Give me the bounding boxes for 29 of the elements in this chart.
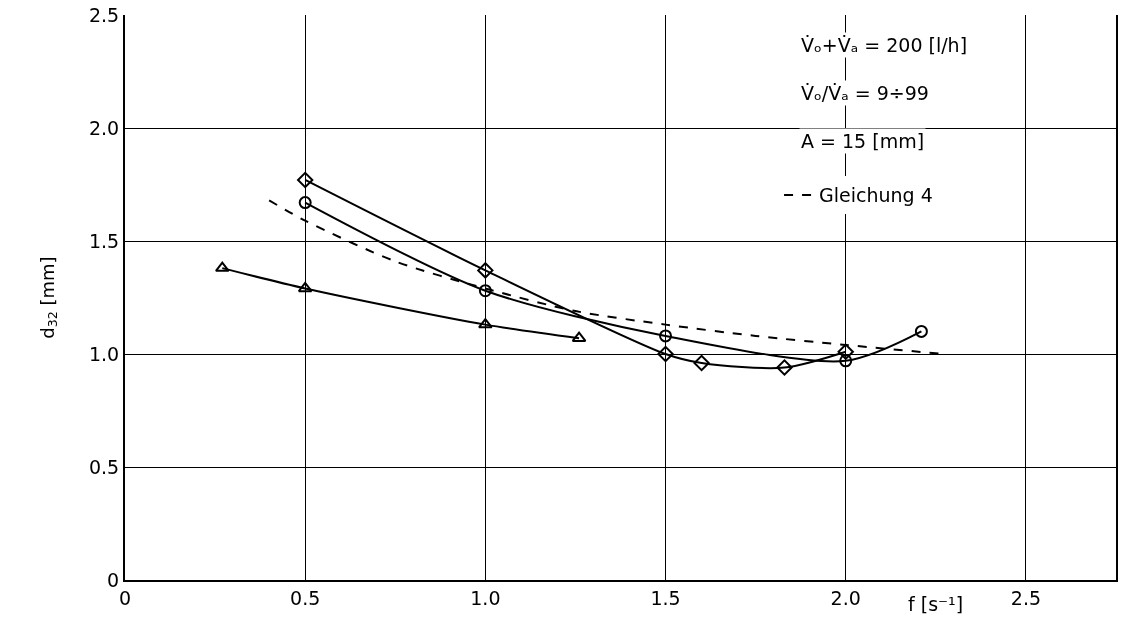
y-tick-label: 2.0 [88, 116, 120, 139]
point [478, 318, 493, 329]
x-axis-title: f [s⁻¹] [908, 593, 964, 615]
y-tick-label: 0 [107, 568, 120, 591]
point [839, 354, 853, 368]
point [776, 359, 793, 376]
x-tick-label: 1.0 [470, 586, 501, 609]
point [477, 262, 494, 279]
annotation: V̇ₒ+V̇ₐ = 200 [l/h] [801, 34, 968, 56]
point [657, 345, 674, 363]
point [478, 284, 492, 298]
x-tick-label: 0.5 [290, 586, 321, 609]
legend-label: Gleichung 4 [819, 184, 933, 207]
point [297, 281, 313, 293]
point [298, 196, 312, 210]
annotation: A = 15 [mm] [801, 130, 925, 152]
y-tick-label: 1.0 [88, 342, 120, 365]
y-tick-label: 1.5 [88, 229, 120, 252]
x-tick-label: 2.5 [1010, 586, 1042, 609]
point [659, 329, 673, 343]
annotation: V̇ₒ/V̇ₐ = 9÷99 [801, 82, 929, 104]
point [693, 354, 710, 372]
y-tick-label: 2.5 [88, 3, 120, 26]
x-tick-label: 1.5 [650, 586, 681, 609]
point [297, 171, 314, 189]
point [837, 343, 854, 360]
x-tick-label: 2.0 [830, 586, 861, 609]
y-tick-label: 0.5 [88, 455, 120, 478]
point [914, 324, 928, 338]
